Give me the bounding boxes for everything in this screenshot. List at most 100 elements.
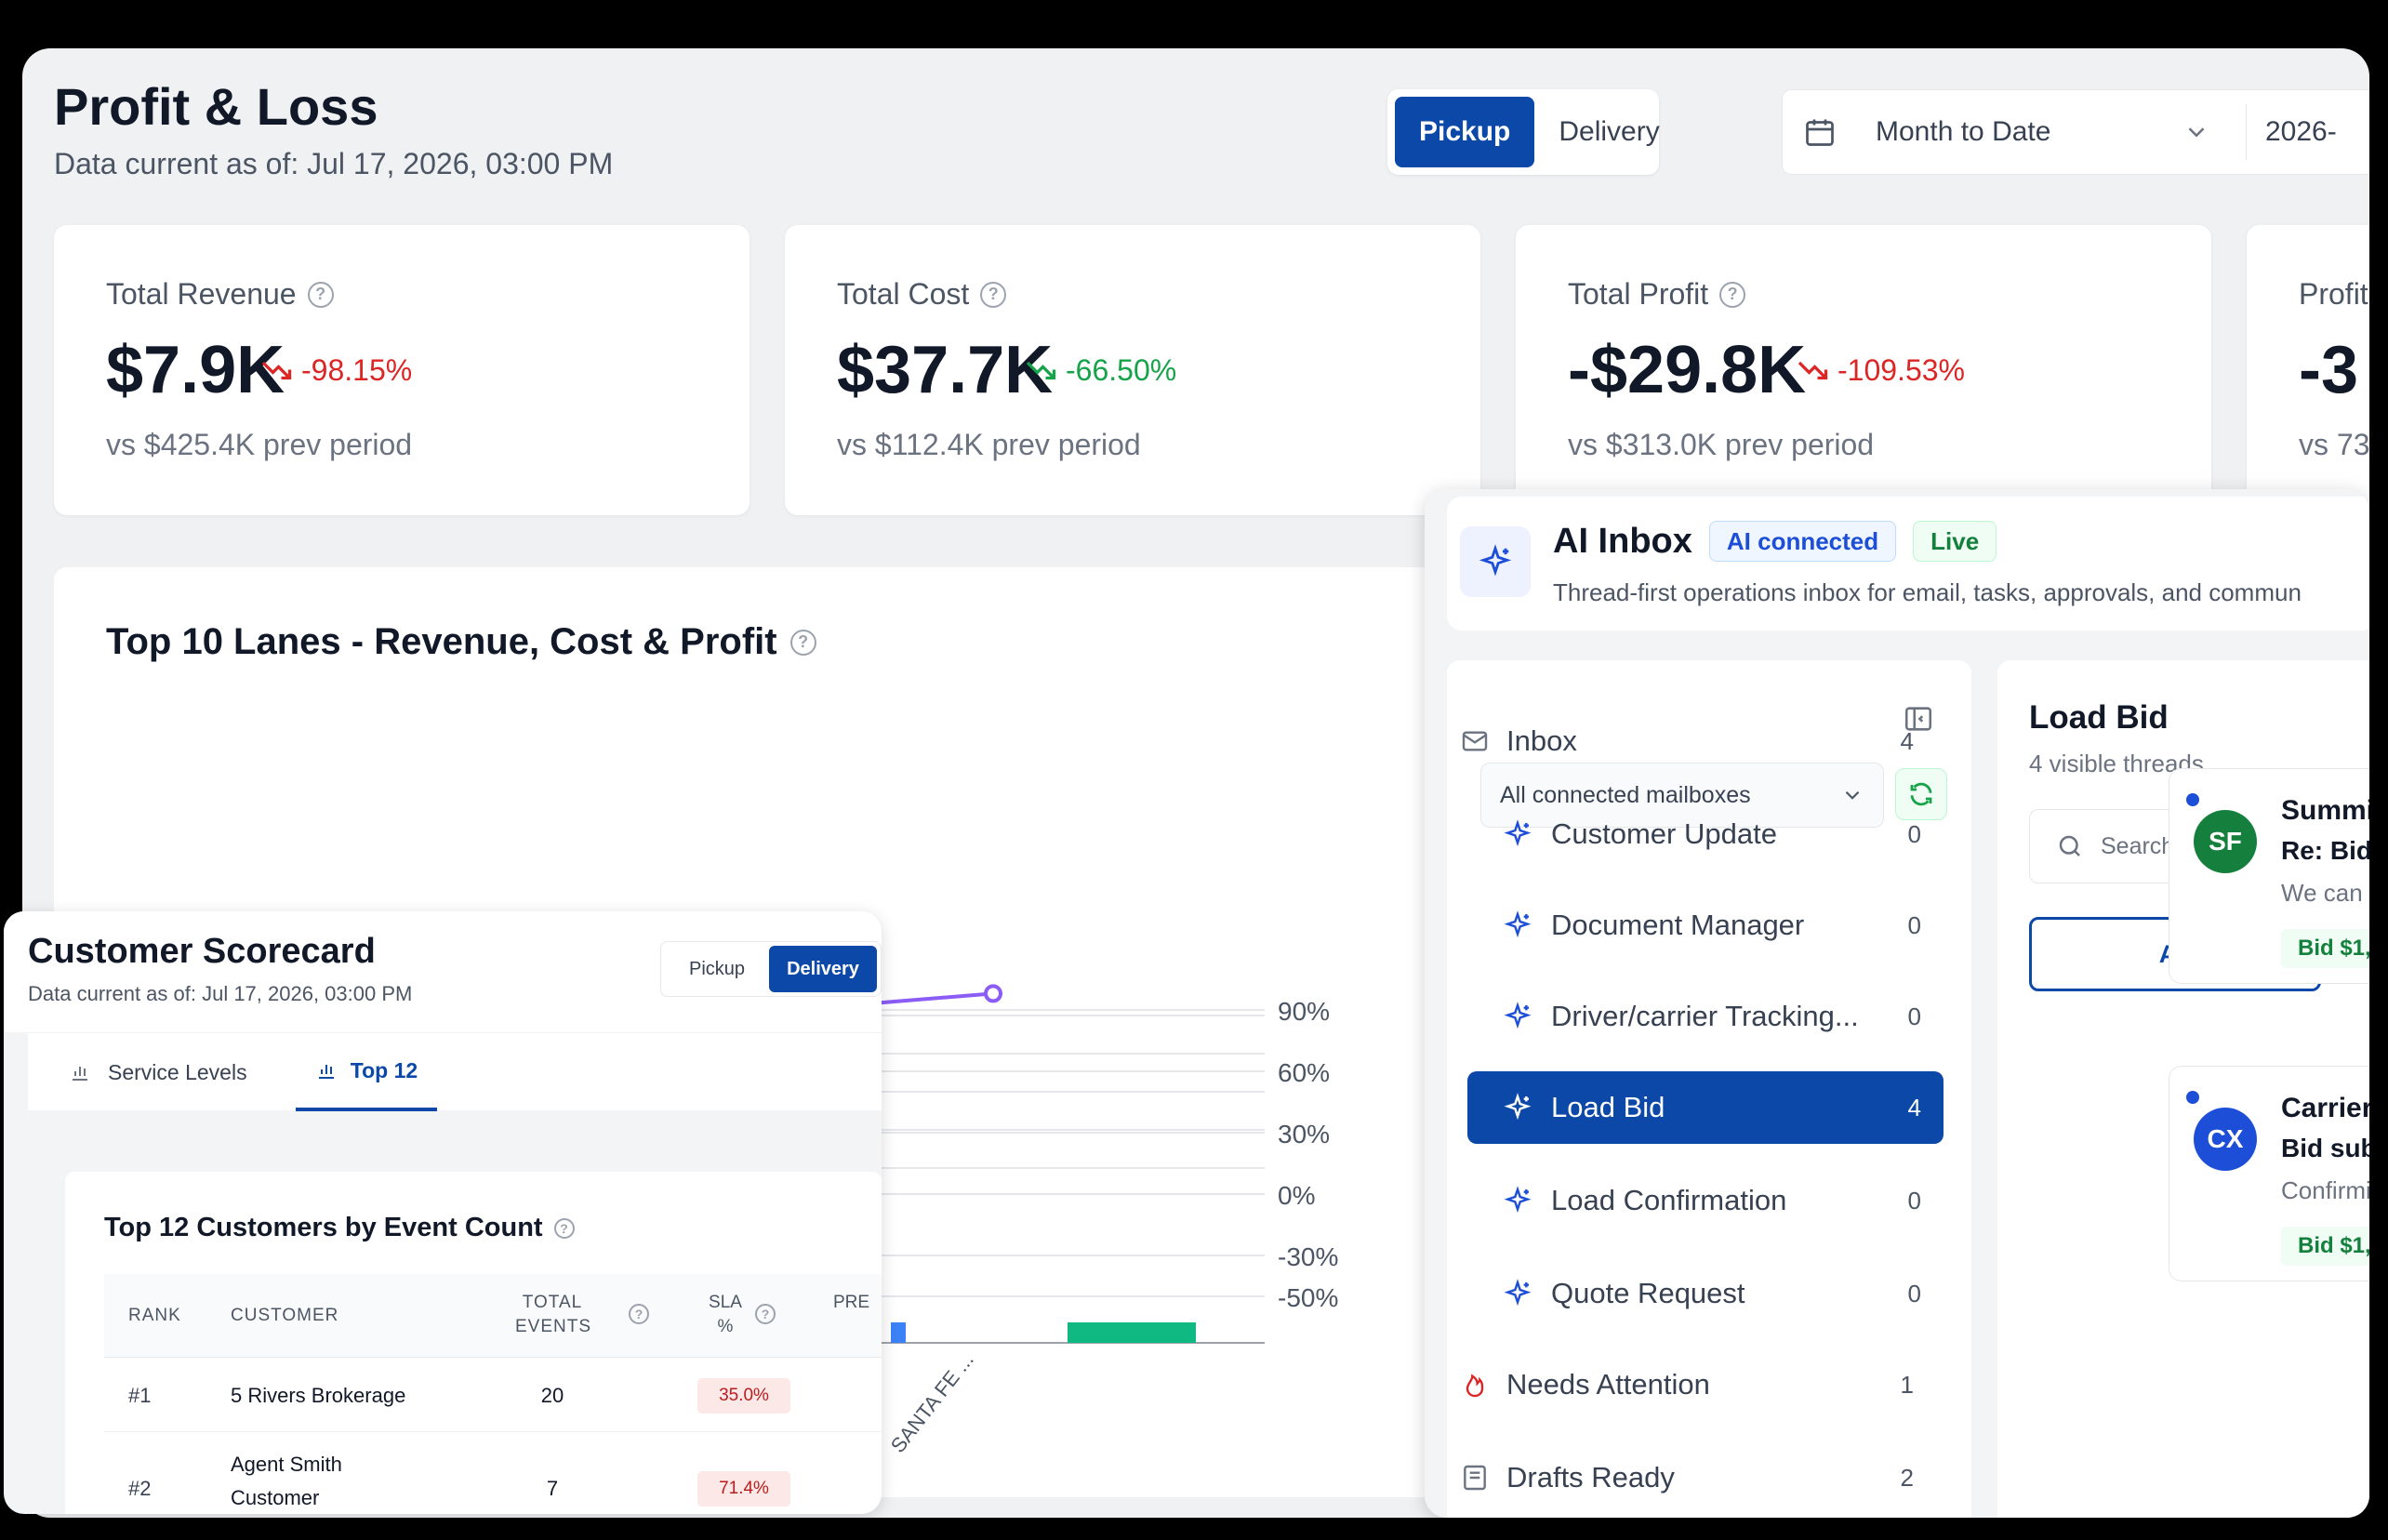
flame-icon (1460, 1370, 1490, 1400)
tab-label: Top 12 (350, 1057, 418, 1082)
table-row[interactable]: #2 Agent Smith Customer 7 71.4% (104, 1432, 882, 1514)
date-range-picker[interactable]: Month to Date 2026- (1782, 89, 2369, 175)
y2-axis-tick-label: 60% (1278, 1058, 1330, 1087)
sidebar-item-needs-attention[interactable]: Needs Attention 1 (1460, 1348, 1936, 1421)
sidebar-item-count: 1 (1900, 1370, 1914, 1399)
ai-inbox-panel: AI Inbox AI connected Live Thread-first … (1425, 489, 2369, 1518)
sidebar-item-label: Customer Update (1551, 817, 1777, 850)
sparkle-icon (1503, 1093, 1532, 1122)
sidebar-item-label: Load Bid (1551, 1091, 1665, 1123)
collapse-sidebar-icon[interactable] (1903, 703, 1934, 735)
thread-subject: Bid submitted - Lo (2281, 1134, 2369, 1162)
thread-preview: We can commit to $1 (2281, 879, 2369, 907)
kpi-label: Total Profit (1568, 277, 1709, 311)
sidebar-item-document-manager[interactable]: Document Manager 0 (1467, 889, 1944, 962)
help-icon[interactable]: ? (980, 281, 1007, 308)
chevron-down-icon (2182, 118, 2210, 146)
sparkle-icon (1503, 1002, 1532, 1031)
trend-down-icon (261, 361, 292, 379)
date-start-value[interactable]: 2026- (2265, 116, 2337, 147)
pickup-toggle-option[interactable]: Pickup (1395, 97, 1535, 167)
column-rank: RANK (128, 1306, 181, 1325)
kpi-prev-period: vs $112.4K prev period (837, 428, 1141, 461)
row-rank: #1 (128, 1384, 152, 1407)
sidebar-item-inbox[interactable]: Inbox 4 (1460, 705, 1936, 777)
thread-sender: Carrier X Logistic (2281, 1093, 2369, 1123)
row-customer: 5 Rivers Brokerage (231, 1384, 406, 1407)
y2-axis-tick-label: 90% (1278, 997, 1330, 1026)
thread-card[interactable]: SF Summit Freight c Re: Bid Request - L We … (2169, 768, 2369, 984)
kpi-value: -3 (2299, 333, 2359, 407)
kpi-delta-value: -109.53% (1837, 353, 1965, 387)
sidebar-item-count: 0 (1907, 1186, 1921, 1215)
kpi-delta: -109.53% (1797, 353, 1965, 388)
sparkle-icon (1503, 1186, 1532, 1215)
sidebar-item-drafts-ready[interactable]: Drafts Ready 2 (1460, 1441, 1936, 1514)
sparkle-icon (1503, 819, 1532, 849)
sidebar-item-count: 4 (1900, 726, 1914, 755)
sparkle-icon (1503, 910, 1532, 940)
unread-dot (2186, 1091, 2199, 1104)
sla-badge: 35.0% (697, 1378, 790, 1414)
ai-connected-badge: AI connected (1708, 521, 1897, 562)
sparkle-icon (1460, 526, 1531, 597)
sidebar-item-label: Drafts Ready (1506, 1461, 1675, 1494)
chart-title: Top 10 Lanes - Revenue, Cost & Profit (106, 621, 777, 662)
sidebar-item-load-bid[interactable]: Load Bid 4 (1467, 1071, 1944, 1144)
kpi-card-total-profit: Total Profit? -$29.8K -109.53% vs $313.0… (1516, 225, 2211, 515)
kpi-label: Profit (2299, 277, 2368, 311)
sidebar-item-label: Document Manager (1551, 909, 1805, 941)
sidebar-item-load-confirmation[interactable]: Load Confirmation 0 (1467, 1164, 1944, 1237)
kpi-label: Total Revenue (106, 277, 297, 311)
delivery-toggle-option[interactable]: Delivery (1559, 116, 1660, 147)
draft-icon (1460, 1463, 1490, 1493)
sidebar-item-label: Driver/carrier Tracking... (1551, 1000, 1859, 1032)
tab-top-12[interactable]: Top 12 (296, 1033, 437, 1111)
kpi-card-total-revenue: Total Revenue? $7.9K -98.15% vs $425.4K … (54, 225, 750, 515)
kpi-card-profit-margin: Profit -3 vs 73 (2247, 225, 2369, 515)
row-rank: #2 (128, 1477, 152, 1500)
kpi-prev-period: vs $425.4K prev period (106, 428, 413, 461)
tab-label: Service Levels (108, 1059, 247, 1084)
help-icon[interactable]: ? (755, 1304, 776, 1324)
sidebar-item-customer-update[interactable]: Customer Update 0 (1467, 798, 1944, 870)
kpi-prev-period: vs $313.0K prev period (1568, 428, 1875, 461)
bid-badge: Bid $1,200 (2281, 1227, 2369, 1266)
refresh-button[interactable] (1895, 768, 1947, 820)
help-icon[interactable]: ? (789, 629, 816, 656)
y2-axis-tick-label: -30% (1278, 1242, 1338, 1271)
kpi-delta-value: -66.50% (1066, 353, 1177, 387)
search-icon (2059, 835, 2080, 856)
sidebar-item-count: 2 (1900, 1463, 1914, 1492)
thread-card[interactable]: CX Carrier X Logistic Bid submitted - Lo Co… (2169, 1066, 2369, 1281)
customer-scorecard-panel: Customer Scorecard Data current as of: J… (4, 911, 882, 1514)
kpi-label-row: Total Revenue? (106, 277, 334, 312)
table-row[interactable]: #1 5 Rivers Brokerage 20 35.0% (104, 1358, 882, 1432)
sidebar-item-driver-carrier-tracking[interactable]: Driver/carrier Tracking... 0 (1467, 980, 1944, 1053)
thread-sender: Summit Freight c (2281, 795, 2369, 826)
help-icon[interactable]: ? (307, 281, 334, 308)
inbox-title-row: AI Inbox AI connected Live (1553, 521, 1997, 562)
y2-axis-tick-label: -50% (1278, 1283, 1338, 1312)
sidebar-item-count: 0 (1907, 1002, 1921, 1030)
lower-bar (891, 1322, 906, 1343)
help-icon[interactable]: ? (629, 1304, 649, 1324)
trend-down-icon (1798, 361, 1828, 379)
kpi-value: -$29.8K (1568, 333, 1807, 407)
kpi-value: $7.9K (106, 333, 285, 407)
bid-badge: Bid $1,150 (2281, 929, 2369, 968)
sidebar-item-quote-request[interactable]: Quote Request 0 (1467, 1257, 1944, 1330)
delivery-toggle-option[interactable]: Delivery (769, 946, 877, 992)
sidebar-item-label: Inbox (1506, 724, 1577, 757)
kpi-card-total-cost: Total Cost? $37.7K -66.50% vs $112.4K pr… (785, 225, 1480, 515)
help-icon[interactable]: ? (1719, 281, 1746, 308)
mail-icon (1460, 726, 1490, 756)
tab-service-levels[interactable]: Service Levels (69, 1033, 247, 1111)
sidebar-item-label: Needs Attention (1506, 1368, 1710, 1401)
scorecard-mode-toggle: Pickup Delivery (660, 941, 882, 997)
help-icon[interactable]: ? (553, 1217, 575, 1239)
pickup-toggle-option[interactable]: Pickup (688, 958, 746, 979)
mailbox-select[interactable]: All connected mailboxes (1480, 763, 1884, 828)
thread-subject: Re: Bid Request - L (2281, 836, 2369, 865)
kpi-label-row: Total Profit? (1568, 277, 1746, 312)
